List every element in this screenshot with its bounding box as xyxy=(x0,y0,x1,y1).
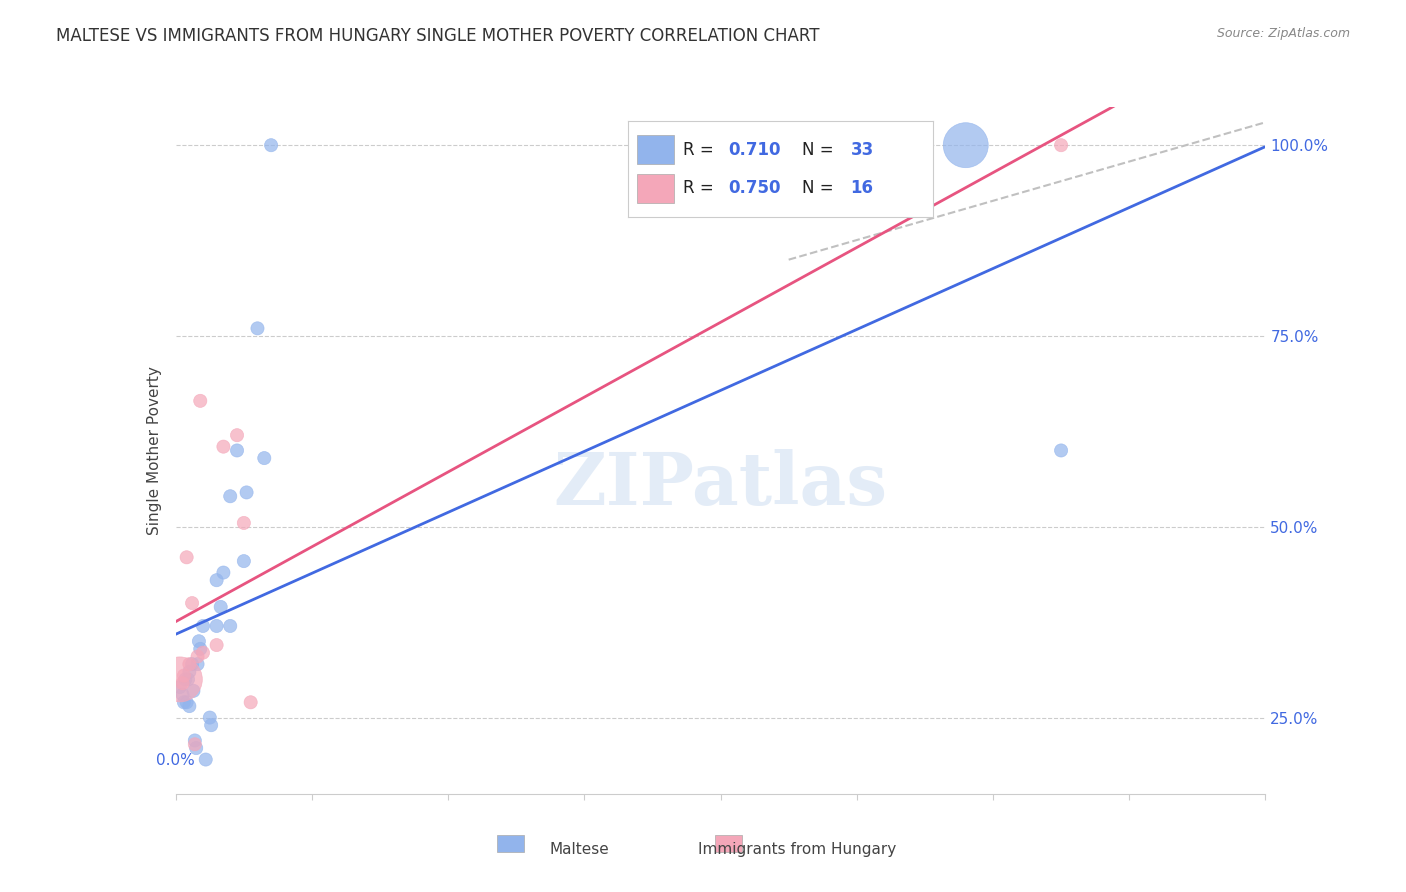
Text: Source: ZipAtlas.com: Source: ZipAtlas.com xyxy=(1216,27,1350,40)
Point xyxy=(205,619,228,633)
Point xyxy=(179,699,201,714)
Point xyxy=(179,657,201,672)
Point xyxy=(179,665,201,679)
Point xyxy=(226,443,249,458)
Point xyxy=(184,737,207,751)
Text: ZIPatlas: ZIPatlas xyxy=(554,450,887,520)
Point xyxy=(191,619,214,633)
Point xyxy=(174,673,197,687)
Point xyxy=(173,668,195,682)
Point xyxy=(232,554,254,568)
Point xyxy=(181,596,204,610)
Point xyxy=(187,634,209,648)
Point xyxy=(226,428,249,442)
Point xyxy=(181,657,204,672)
Text: Maltese: Maltese xyxy=(550,842,609,857)
Point xyxy=(169,680,191,694)
Point xyxy=(1050,443,1073,458)
Point xyxy=(194,752,217,766)
Point xyxy=(176,550,198,565)
Point xyxy=(198,710,221,724)
Point xyxy=(239,695,262,709)
Point xyxy=(183,683,205,698)
Point xyxy=(186,649,209,664)
Text: 0.0%: 0.0% xyxy=(156,753,195,768)
Y-axis label: Single Mother Poverty: Single Mother Poverty xyxy=(146,366,162,535)
Point xyxy=(188,393,211,408)
Point xyxy=(246,321,269,335)
Point xyxy=(186,657,209,672)
Point xyxy=(260,138,283,153)
Point xyxy=(184,733,207,747)
Point xyxy=(186,741,208,756)
Point xyxy=(209,599,232,614)
Point xyxy=(955,138,977,153)
Point xyxy=(219,489,242,503)
Point xyxy=(172,676,194,690)
Point xyxy=(235,485,257,500)
Point xyxy=(173,695,195,709)
Point xyxy=(177,673,200,687)
FancyBboxPatch shape xyxy=(498,835,524,852)
Text: MALTESE VS IMMIGRANTS FROM HUNGARY SINGLE MOTHER POVERTY CORRELATION CHART: MALTESE VS IMMIGRANTS FROM HUNGARY SINGL… xyxy=(56,27,820,45)
Point xyxy=(176,695,198,709)
Point xyxy=(200,718,222,732)
FancyBboxPatch shape xyxy=(716,835,742,852)
Point xyxy=(169,673,191,687)
Point xyxy=(172,688,194,702)
Point xyxy=(205,638,228,652)
Point xyxy=(212,566,235,580)
Point xyxy=(191,646,214,660)
Text: Immigrants from Hungary: Immigrants from Hungary xyxy=(697,842,896,857)
Point xyxy=(1050,138,1073,153)
Point xyxy=(219,619,242,633)
Point xyxy=(212,440,235,454)
Point xyxy=(232,516,254,530)
Point xyxy=(253,451,276,466)
Point xyxy=(205,573,228,587)
Point xyxy=(188,641,211,656)
